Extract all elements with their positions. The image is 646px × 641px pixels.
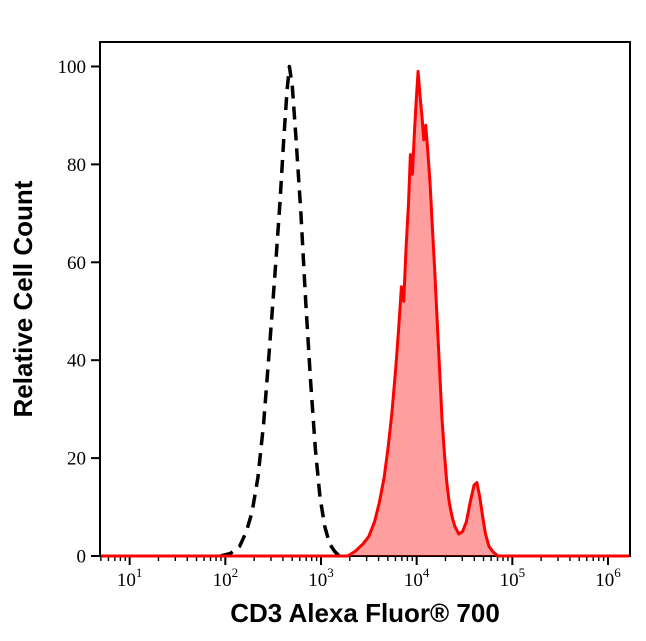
x-tick-label: 105	[500, 565, 526, 591]
x-tick-label: 102	[213, 565, 239, 591]
x-tick-label: 104	[404, 565, 430, 591]
y-tick-label: 20	[67, 449, 86, 470]
y-tick-label: 40	[67, 351, 86, 372]
plot-box	[99, 41, 631, 557]
x-tick-label: 101	[117, 565, 143, 591]
x-tick-label: 106	[595, 565, 621, 591]
red-filled-stained-curve	[101, 69, 629, 558]
y-axis-label: Relative Cell Count	[8, 180, 38, 417]
y-tick-label: 80	[67, 155, 86, 176]
y-tick-label: 100	[58, 57, 87, 78]
y-tick-label: 0	[77, 547, 87, 568]
dashed-black-control-curve	[220, 64, 341, 558]
x-tick-label: 103	[308, 565, 334, 591]
y-tick-label: 60	[67, 253, 86, 274]
x-axis-label: CD3 Alexa Fluor® 700	[230, 598, 500, 628]
chart-generated-layer: 101 102 103 104 105 106 0 20 40 60 80 100	[58, 41, 631, 591]
